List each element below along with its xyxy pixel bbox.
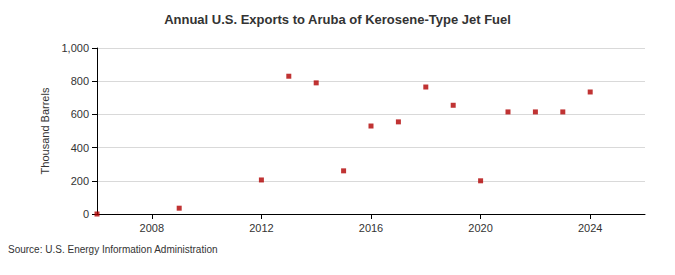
svg-text:2008: 2008 bbox=[140, 222, 164, 234]
svg-text:800: 800 bbox=[71, 75, 89, 87]
svg-text:2020: 2020 bbox=[468, 222, 492, 234]
svg-text:0: 0 bbox=[83, 208, 89, 220]
svg-text:200: 200 bbox=[71, 175, 89, 187]
svg-text:2016: 2016 bbox=[359, 222, 383, 234]
svg-text:1,000: 1,000 bbox=[61, 42, 89, 54]
svg-text:Source: U.S. Energy Informatio: Source: U.S. Energy Information Administ… bbox=[8, 244, 218, 255]
svg-text:2024: 2024 bbox=[578, 222, 602, 234]
svg-text:2012: 2012 bbox=[249, 222, 273, 234]
svg-text:Annual U.S. Exports to Aruba o: Annual U.S. Exports to Aruba of Kerosene… bbox=[164, 12, 511, 27]
svg-text:400: 400 bbox=[71, 142, 89, 154]
svg-text:Thousand Barrels: Thousand Barrels bbox=[39, 87, 51, 174]
svg-text:600: 600 bbox=[71, 108, 89, 120]
